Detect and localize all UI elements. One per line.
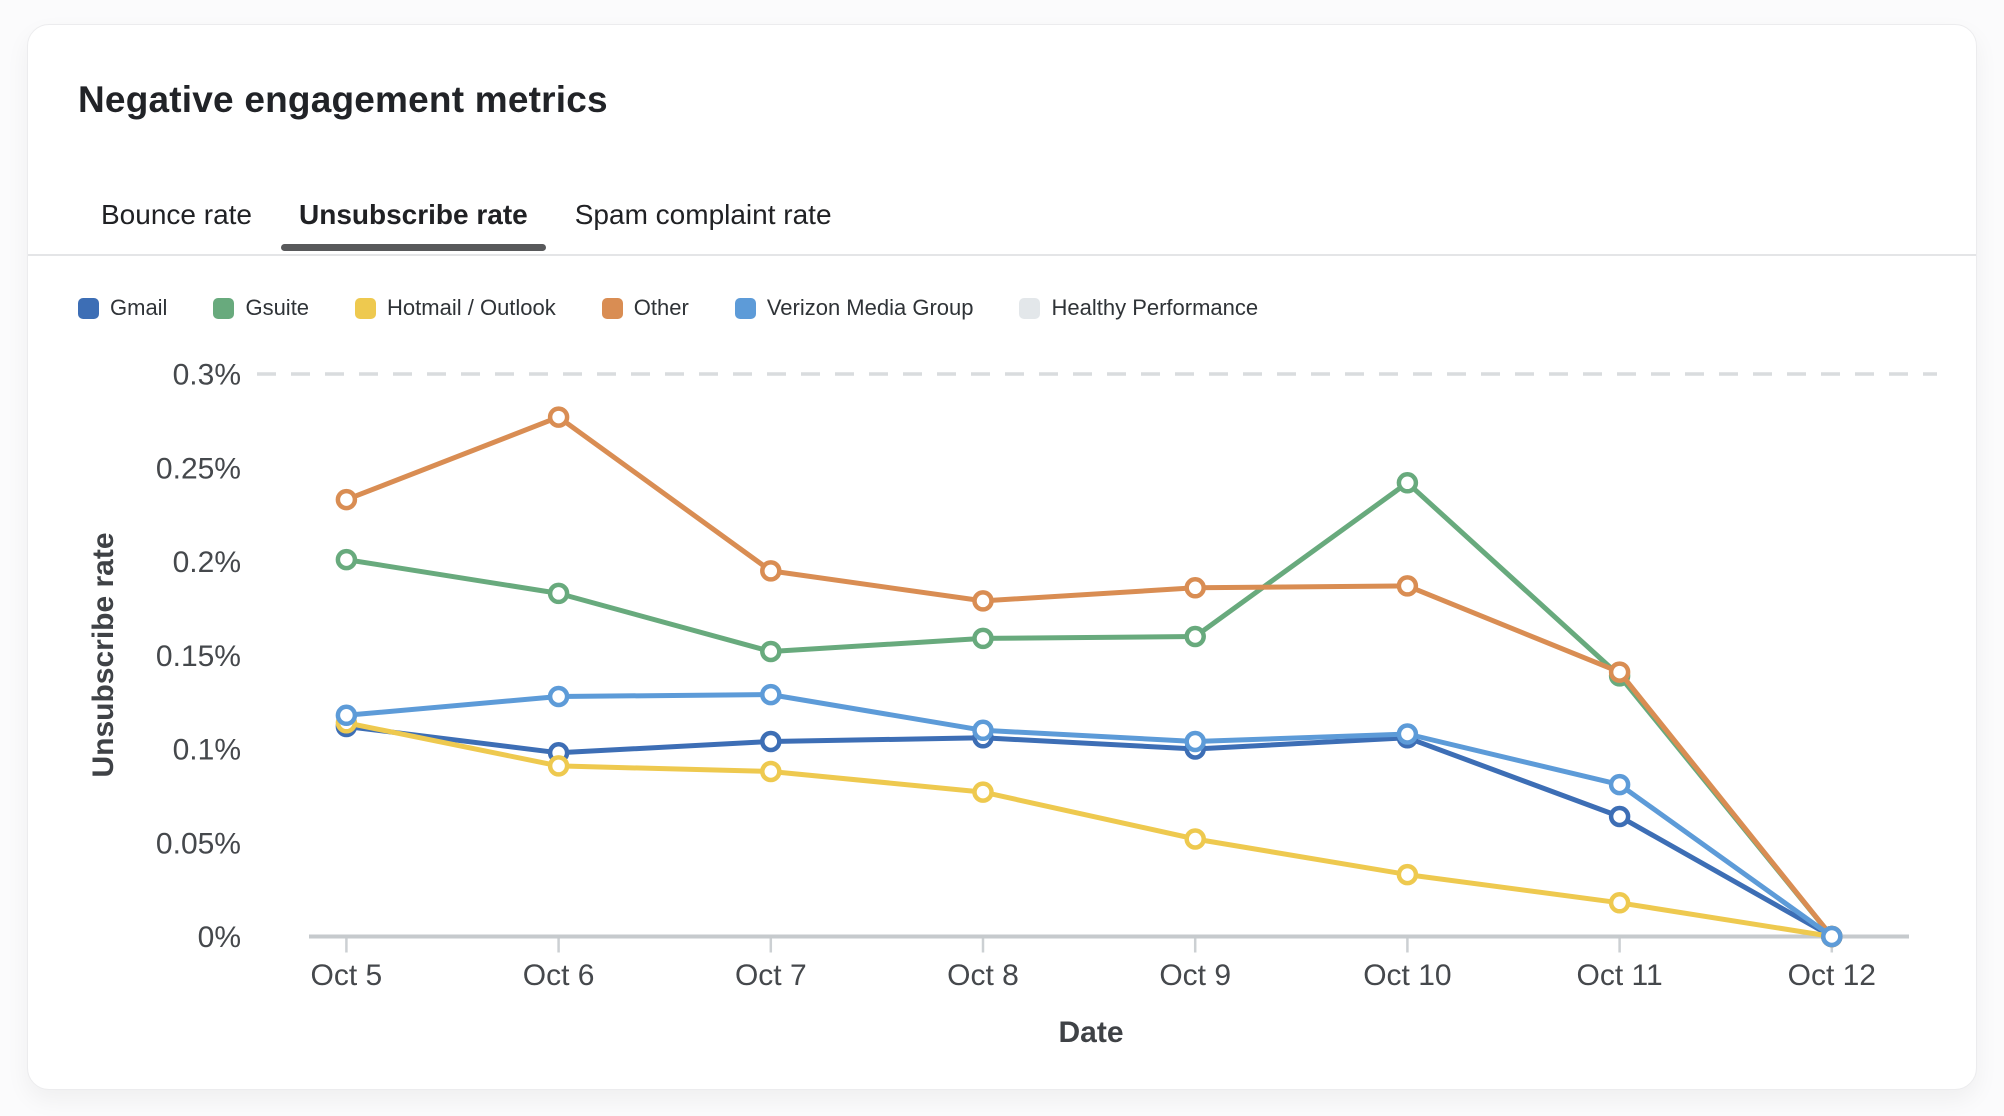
- x-tick-label: Oct 5: [311, 959, 383, 992]
- data-point-marker: [760, 683, 782, 706]
- legend-label: Healthy Performance: [1051, 295, 1259, 320]
- data-point-marker: [1821, 925, 1843, 948]
- healthy-performance-swatch-icon: [1019, 297, 1041, 319]
- data-point-marker: [1184, 828, 1206, 850]
- chart-legend: Gmail Gsuite Hotmail / Outlook Other Ver…: [78, 295, 1258, 321]
- data-point-marker: [547, 406, 570, 428]
- data-point-marker: [335, 715, 358, 738]
- legend-item-gsuite: Gsuite: [213, 295, 309, 321]
- unsubscribe-rate-line-chart: 0% 0.05% 0.1% 0.15% 0.2% 0.25% 0.3% Oct 5 Oct 6 O…: [87, 359, 1937, 1049]
- data-point-marker: [547, 685, 570, 708]
- other-swatch-icon: [601, 297, 623, 319]
- data-point-marker: [972, 590, 994, 612]
- data-point-marker: [972, 719, 994, 742]
- y-tick-label: 0.2%: [173, 546, 241, 579]
- y-tick-label: 0.05%: [156, 827, 241, 860]
- legend-label: Gmail: [110, 295, 168, 320]
- data-point-marker: [1608, 665, 1631, 687]
- metric-tabs: Bounce rate Unsubscribe rate Spam compla…: [83, 199, 850, 251]
- x-tick-label: Oct 11: [1577, 959, 1663, 992]
- legend-item-gmail: Gmail: [78, 295, 167, 321]
- data-point-marker: [1184, 738, 1206, 760]
- tab-bounce-rate[interactable]: Bounce rate: [83, 199, 270, 251]
- data-point-marker: [1821, 925, 1843, 948]
- data-point-marker: [760, 760, 782, 783]
- data-point-marker: [335, 704, 358, 727]
- data-point-marker: [547, 582, 570, 605]
- legend-label: Gsuite: [245, 295, 310, 320]
- y-axis-title: Unsubscribe rate: [87, 532, 120, 777]
- data-point-marker: [1821, 925, 1843, 948]
- gsuite-swatch-icon: [213, 297, 235, 319]
- y-tick-label: 0%: [198, 921, 241, 954]
- data-point-marker: [1608, 773, 1631, 796]
- verizon-media-group-swatch-icon: [734, 297, 756, 319]
- y-tick-label: 0.1%: [173, 734, 241, 767]
- legend-item-healthy-performance: Healthy Performance: [1019, 295, 1258, 321]
- data-point-marker: [1184, 730, 1206, 753]
- legend-item-hotmail-outlook: Hotmail / Outlook: [355, 295, 556, 321]
- series-hotmail-outlook: [335, 712, 1843, 948]
- data-point-marker: [1396, 727, 1419, 749]
- y-tick-label: 0.25%: [156, 452, 241, 485]
- negative-engagement-card: Negative engagement metrics Bounce rate …: [27, 24, 1977, 1090]
- x-axis-title: Date: [1058, 1016, 1123, 1049]
- series-other: [335, 406, 1843, 948]
- legend-item-other: Other: [601, 295, 689, 321]
- data-point-marker: [1396, 575, 1419, 597]
- x-tick-label: Oct 7: [735, 959, 807, 992]
- series-gsuite: [335, 472, 1843, 948]
- data-point-marker: [972, 781, 994, 803]
- data-point-marker: [1184, 577, 1206, 599]
- data-point-marker: [1821, 925, 1843, 948]
- data-point-marker: [1396, 863, 1419, 886]
- data-point-marker: [1396, 723, 1419, 745]
- legend-label: Other: [633, 295, 689, 320]
- y-tick-label: 0.3%: [173, 359, 241, 392]
- data-point-marker: [1608, 805, 1631, 828]
- tab-unsubscribe-rate[interactable]: Unsubscribe rate: [281, 199, 546, 251]
- x-tick-label: Oct 10: [1363, 959, 1451, 992]
- data-point-marker: [547, 742, 570, 764]
- x-tick-label: Oct 6: [523, 959, 595, 992]
- x-tick-label: Oct 9: [1159, 959, 1231, 992]
- legend-item-verizon-media-group: Verizon Media Group: [734, 295, 974, 321]
- data-point-marker: [335, 548, 358, 571]
- x-tick-label: Oct 12: [1788, 959, 1876, 992]
- x-tick-label: Oct 8: [947, 959, 1019, 992]
- data-point-marker: [1184, 625, 1206, 648]
- legend-label: Hotmail / Outlook: [387, 295, 556, 320]
- data-point-marker: [335, 488, 358, 511]
- tabs-divider: [28, 254, 1976, 256]
- tab-spam-complaint-rate[interactable]: Spam complaint rate: [557, 199, 850, 251]
- data-point-marker: [760, 730, 782, 753]
- data-point-marker: [1608, 661, 1631, 683]
- data-point-marker: [1396, 472, 1419, 494]
- data-point-marker: [972, 627, 994, 650]
- data-point-marker: [1608, 892, 1631, 914]
- y-tick-label: 0.15%: [156, 640, 241, 673]
- data-point-marker: [335, 712, 358, 734]
- data-point-marker: [1821, 925, 1843, 948]
- data-point-marker: [547, 755, 570, 777]
- data-point-marker: [972, 727, 994, 749]
- data-point-marker: [760, 560, 782, 582]
- data-point-marker: [760, 640, 782, 663]
- hotmail-outlook-swatch-icon: [355, 297, 377, 319]
- gmail-swatch-icon: [78, 297, 99, 319]
- legend-label: Verizon Media Group: [766, 295, 974, 320]
- page-title: Negative engagement metrics: [78, 79, 608, 120]
- series-gmail: [335, 715, 1843, 948]
- series-verizon-media-group: [335, 683, 1843, 948]
